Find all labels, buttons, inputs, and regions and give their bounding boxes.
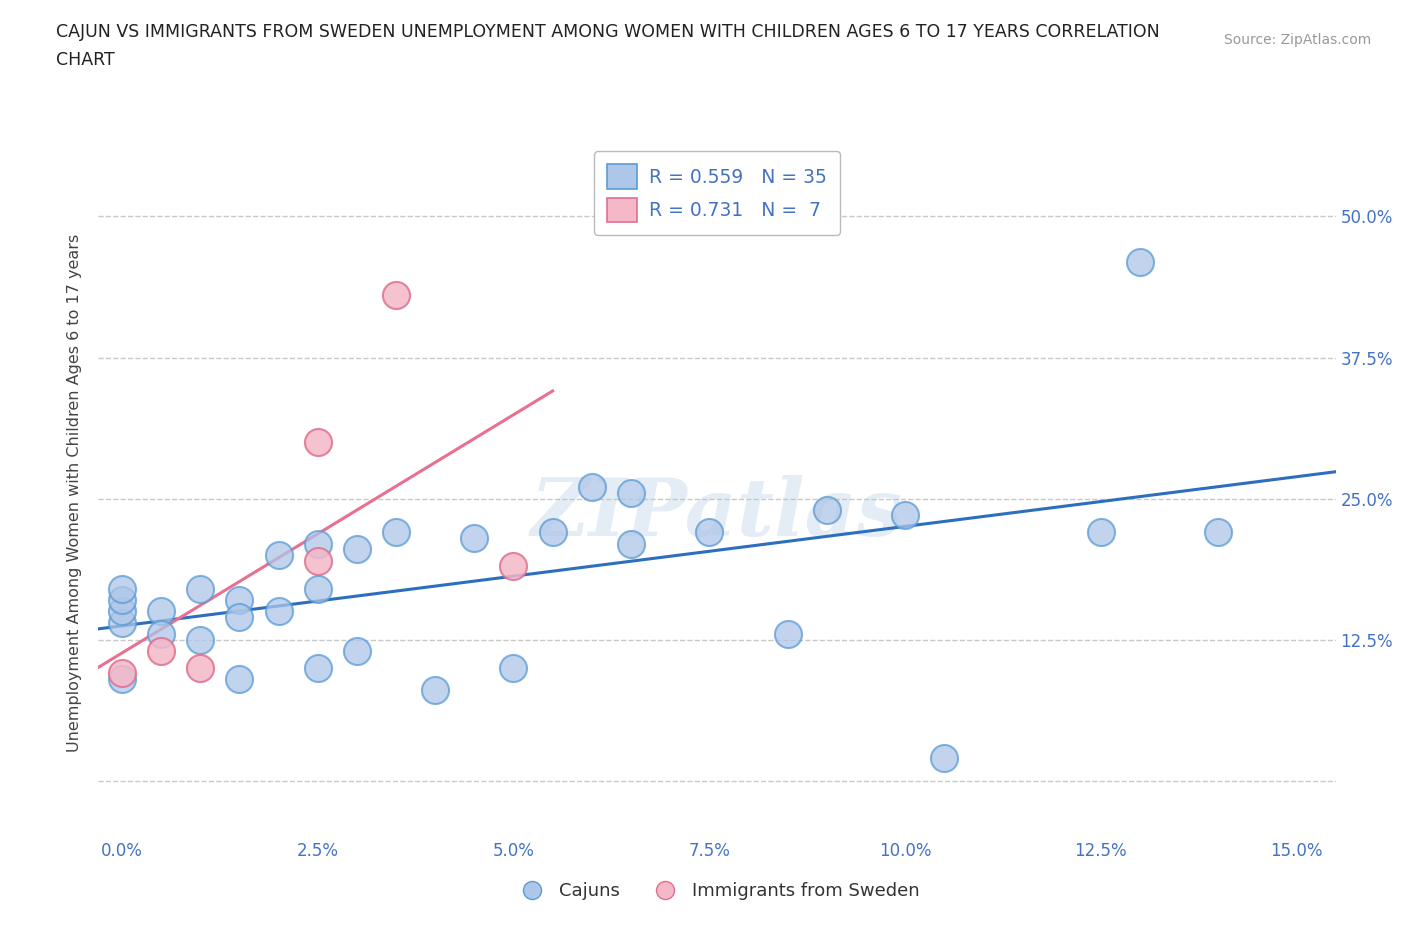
Point [307, 553, 329, 568]
Point [267, 604, 290, 618]
Point [188, 632, 211, 647]
Point [385, 288, 408, 303]
Point [815, 502, 838, 517]
Point [150, 604, 173, 618]
Point [1129, 254, 1152, 269]
Point [111, 604, 134, 618]
Point [267, 548, 290, 563]
Point [111, 666, 134, 681]
Y-axis label: Unemployment Among Women with Children Ages 6 to 17 years: Unemployment Among Women with Children A… [67, 233, 83, 752]
Point [1206, 525, 1229, 539]
Point [307, 660, 329, 675]
Point [111, 616, 134, 631]
Text: Source: ZipAtlas.com: Source: ZipAtlas.com [1223, 33, 1371, 46]
Legend: Cajuns, Immigrants from Sweden: Cajuns, Immigrants from Sweden [508, 875, 927, 907]
Point [1090, 525, 1112, 539]
Point [228, 609, 250, 624]
Point [346, 542, 368, 557]
Text: ZIPatlas: ZIPatlas [531, 475, 903, 552]
Point [188, 660, 211, 675]
Point [307, 581, 329, 596]
Point [228, 592, 250, 607]
Point [307, 537, 329, 551]
Text: CAJUN VS IMMIGRANTS FROM SWEDEN UNEMPLOYMENT AMONG WOMEN WITH CHILDREN AGES 6 TO: CAJUN VS IMMIGRANTS FROM SWEDEN UNEMPLOY… [56, 23, 1160, 41]
Point [697, 525, 720, 539]
Point [111, 581, 134, 596]
Point [620, 485, 643, 500]
Point [463, 531, 485, 546]
Point [934, 751, 956, 765]
Point [150, 644, 173, 658]
Point [776, 627, 799, 642]
Text: CHART: CHART [56, 51, 115, 69]
Point [502, 660, 524, 675]
Point [620, 537, 643, 551]
Point [385, 525, 408, 539]
Point [150, 627, 173, 642]
Point [423, 683, 446, 698]
Point [188, 581, 211, 596]
Point [541, 525, 564, 539]
Point [346, 644, 368, 658]
Point [581, 480, 603, 495]
Point [894, 508, 917, 523]
Point [111, 592, 134, 607]
Point [502, 559, 524, 574]
Point [307, 434, 329, 449]
Point [228, 671, 250, 686]
Point [111, 671, 134, 686]
